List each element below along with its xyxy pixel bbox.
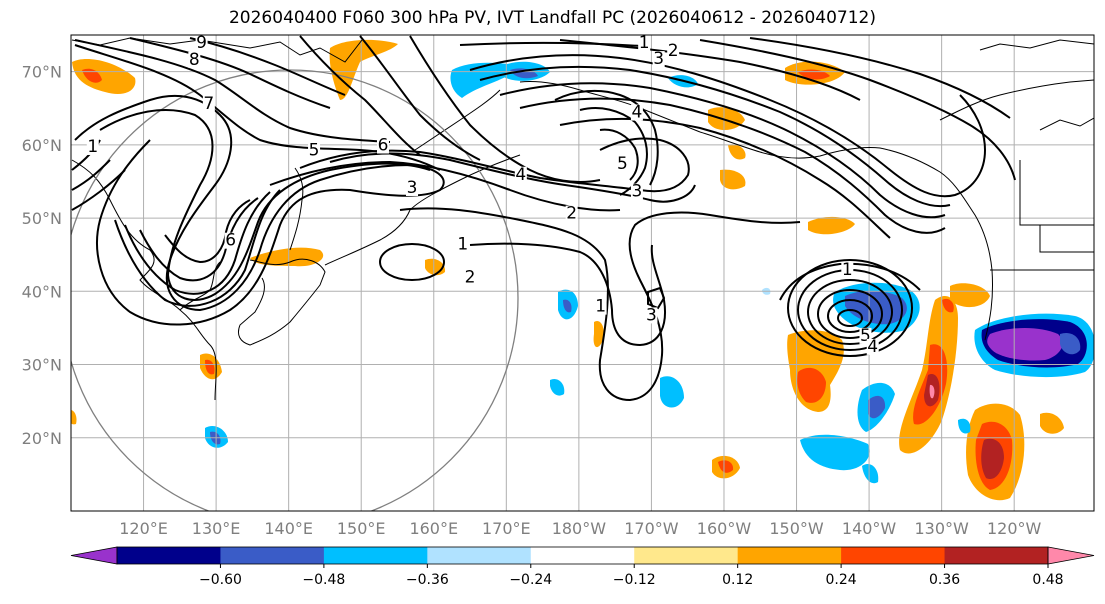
colorbar-frame (116, 546, 1049, 565)
contour-label-halo (667, 43, 680, 60)
lon-tick-label: 140°E (264, 519, 313, 538)
contour-label: 1 (842, 260, 853, 280)
colorbar-segment (737, 547, 842, 564)
contour-label-halo (188, 51, 201, 68)
colorbar-extend-low (70, 546, 118, 565)
colorbar-segment (841, 547, 946, 564)
contour-label-halo (406, 179, 418, 196)
colorbar-tick-label: −0.48 (302, 572, 345, 588)
contour-label: 2 (465, 267, 476, 287)
colorbar-segment (427, 547, 532, 564)
colorbar: −0.60 −0.48 −0.36 −0.24 −0.12 0.12 0.24 0.36 0.4… (70, 546, 1095, 588)
contour-label: 1 (457, 234, 468, 254)
lon-tick-label: 130°W (914, 519, 969, 538)
lon-tick-label: 120°W (987, 519, 1042, 538)
contour-label: 4 (867, 337, 878, 357)
contour-label: 5 (309, 141, 320, 161)
pv-contours (71, 35, 1016, 402)
lon-tick-label: 170°E (482, 519, 531, 538)
contour-label: 6 (378, 136, 389, 156)
colorbar-tick-label: 0.24 (826, 572, 857, 588)
contour-label-halo (565, 205, 578, 222)
colorbar-tick-label: −0.60 (199, 572, 242, 588)
contour-label: 8 (189, 50, 200, 70)
lat-tick-label: 70°N (22, 63, 62, 82)
colorbar-segment (323, 547, 428, 564)
contour-label: 2 (566, 204, 577, 224)
longitude-labels: 120°E 130°E 140°E 150°E 160°E 170°E 180°W 170°W… (119, 519, 1041, 538)
contour-label-halo (645, 307, 658, 324)
contour-label-halo (195, 35, 208, 51)
contour-label: 7 (203, 94, 214, 114)
colorbar-tick-label: 0.36 (929, 572, 960, 588)
colorbar-segment (634, 547, 739, 564)
coastlines (71, 37, 1094, 401)
contour-label-halo (638, 35, 651, 51)
contour-label-halo (514, 166, 527, 183)
lon-tick-label: 160°E (409, 519, 458, 538)
contour-label-halo (630, 183, 643, 200)
latitude-labels: 70°N 60°N 50°N 40°N 30°N 20°N (22, 63, 62, 448)
lat-tick-label: 60°N (22, 136, 62, 155)
contour-label: 1 (595, 297, 606, 317)
contour-label: 5 (617, 154, 628, 174)
lon-tick-label: 150°E (337, 519, 386, 538)
contour-label-halo (616, 155, 629, 172)
contour-label-halo (652, 51, 665, 68)
contour-label: 3 (407, 178, 418, 198)
lon-tick-label: 150°W (769, 519, 824, 538)
contour-label: 3 (632, 182, 643, 202)
contour-label: 5 (860, 326, 871, 346)
colorbar-tick-label: 0.12 (722, 572, 753, 588)
contour-label-halo (86, 138, 99, 155)
colorbar-tick-label: −0.36 (406, 572, 449, 588)
contour-label: 1 (639, 33, 650, 53)
colorbar-tick-label: −0.12 (613, 572, 656, 588)
colorbar-segment (220, 547, 325, 564)
lat-tick-label: 20°N (22, 429, 62, 448)
contour-label: 2 (668, 41, 679, 61)
lat-tick-label: 30°N (22, 356, 62, 375)
figure-title: 2026040400 F060 300 hPa PV, IVT Landfall… (228, 8, 876, 28)
colorbar-tick-label: 0.48 (1032, 572, 1063, 588)
colorbar-segment (117, 547, 221, 564)
contour-label-halo (464, 269, 477, 286)
lon-tick-label: 180°W (552, 519, 607, 538)
contour-label-halo (308, 142, 321, 159)
colorbar-extend-high (1047, 546, 1095, 565)
lon-tick-label: 160°W (697, 519, 752, 538)
lat-tick-label: 40°N (22, 282, 62, 301)
lon-tick-label: 130°E (192, 519, 241, 538)
contour-label: 4 (515, 165, 526, 185)
contour-label: 3 (646, 305, 657, 325)
landfall-radius-circle (71, 69, 519, 511)
colorbar-tick-label: −0.24 (509, 572, 552, 588)
colorbar-segment (944, 547, 1049, 564)
contour-label-halo (841, 262, 854, 278)
lon-tick-label: 140°W (842, 519, 897, 538)
contour-label: 3 (653, 49, 664, 69)
contour-label-halo (202, 95, 215, 112)
lon-tick-label: 170°W (624, 519, 679, 538)
contour-label-halo (630, 104, 643, 121)
contour-label-halo (456, 236, 469, 253)
contour-label-halo (594, 298, 607, 315)
lon-tick-label: 120°E (119, 519, 168, 538)
contour-label: 6 (225, 231, 236, 251)
contour-label-halo (376, 137, 389, 154)
contour-label: 9 (196, 33, 207, 53)
colorbar-segment (530, 547, 635, 564)
lat-tick-label: 50°N (22, 209, 62, 228)
contour-label-halo (866, 338, 879, 355)
contour-label: 1 (87, 137, 98, 157)
contour-label: 4 (632, 103, 643, 123)
contour-label-halo (224, 232, 237, 249)
map-frame (70, 34, 1095, 512)
